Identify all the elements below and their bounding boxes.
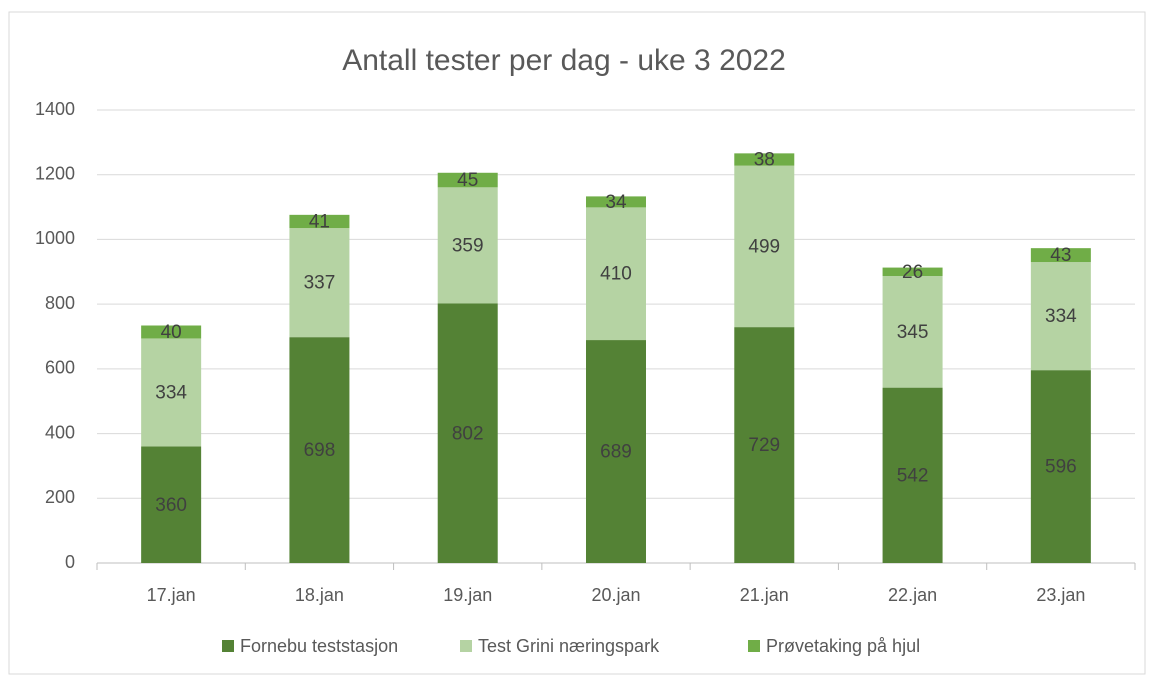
chart-title: Antall tester per dag - uke 3 2022 bbox=[342, 44, 786, 77]
data-label: 334 bbox=[1045, 306, 1077, 327]
data-label: 41 bbox=[309, 211, 330, 232]
legend-label: Test Grini næringspark bbox=[478, 636, 660, 656]
data-label: 45 bbox=[457, 170, 478, 191]
data-label: 334 bbox=[155, 382, 187, 403]
bar-segment bbox=[1030, 262, 1091, 371]
legend-swatch bbox=[222, 640, 234, 652]
data-label: 542 bbox=[897, 465, 929, 486]
bar-segment bbox=[1030, 248, 1091, 263]
bar-segment bbox=[734, 153, 795, 166]
bar-segment bbox=[1030, 370, 1091, 563]
data-label: 26 bbox=[902, 262, 923, 283]
data-label: 40 bbox=[161, 322, 182, 343]
y-tick-label: 800 bbox=[45, 293, 75, 313]
bar-segment bbox=[141, 446, 202, 563]
x-tick-label: 21.jan bbox=[740, 585, 789, 605]
bar-segment bbox=[882, 275, 943, 388]
x-tick-label: 18.jan bbox=[295, 585, 344, 605]
x-tick-label: 20.jan bbox=[591, 585, 640, 605]
bar-segment bbox=[882, 387, 943, 563]
bar-segment bbox=[437, 303, 498, 563]
data-label: 698 bbox=[304, 440, 336, 461]
y-tick-label: 0 bbox=[65, 552, 75, 572]
data-label: 802 bbox=[452, 423, 484, 444]
x-tick-label: 23.jan bbox=[1036, 585, 1085, 605]
data-label: 689 bbox=[600, 442, 632, 463]
y-tick-label: 400 bbox=[45, 422, 75, 442]
legend-swatch bbox=[460, 640, 472, 652]
bar-segment bbox=[734, 165, 795, 328]
data-label: 38 bbox=[754, 150, 775, 171]
bar-segment bbox=[289, 337, 350, 563]
y-tick-label: 600 bbox=[45, 358, 75, 378]
legend-label: Fornebu teststasjon bbox=[240, 636, 398, 656]
bar-segment bbox=[734, 327, 795, 563]
bar-segment bbox=[289, 214, 350, 229]
data-label: 337 bbox=[304, 273, 336, 294]
data-label: 499 bbox=[748, 236, 780, 257]
y-tick-label: 1000 bbox=[35, 228, 75, 248]
bar-segment bbox=[586, 340, 646, 563]
data-label: 360 bbox=[155, 495, 187, 516]
data-label: 596 bbox=[1045, 457, 1077, 478]
bar-segment bbox=[437, 187, 498, 304]
x-tick-label: 22.jan bbox=[888, 585, 937, 605]
data-label: 359 bbox=[452, 235, 484, 256]
y-tick-label: 1400 bbox=[35, 99, 75, 119]
y-tick-label: 1200 bbox=[35, 163, 75, 183]
bar-segment bbox=[141, 338, 202, 447]
bar-segment bbox=[141, 325, 202, 339]
bar-segment bbox=[437, 172, 498, 188]
data-label: 729 bbox=[748, 435, 780, 456]
data-label: 34 bbox=[605, 192, 627, 213]
data-label: 43 bbox=[1050, 245, 1071, 266]
data-label: 345 bbox=[897, 322, 929, 343]
legend-swatch bbox=[748, 640, 760, 652]
legend-label: Prøvetaking på hjul bbox=[766, 636, 920, 656]
x-tick-label: 19.jan bbox=[443, 585, 492, 605]
data-label: 410 bbox=[600, 264, 632, 285]
bar-segment bbox=[289, 228, 350, 338]
y-tick-label: 200 bbox=[45, 487, 75, 507]
bar-segment bbox=[586, 196, 646, 208]
bar-segment bbox=[586, 207, 646, 341]
bar-segment bbox=[882, 267, 943, 276]
x-tick-label: 17.jan bbox=[147, 585, 196, 605]
